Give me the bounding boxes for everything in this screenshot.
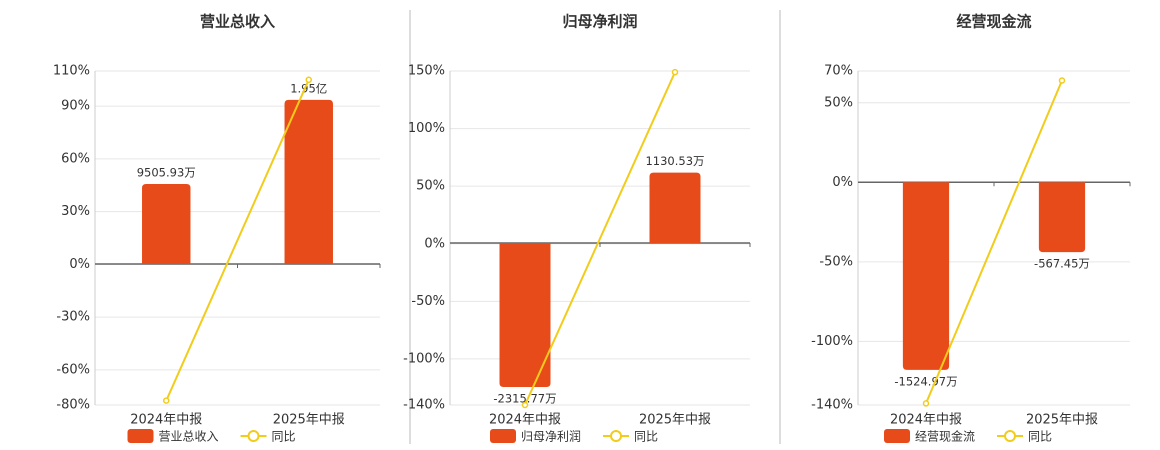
y-tick-label: 50% [416,179,445,194]
value-label: 9505.93万 [137,165,196,179]
legend-label: 营业总收入 [159,430,219,444]
line [165,79,310,402]
y-tick-label: 30% [61,204,90,219]
y-tick-label: 70% [824,64,853,79]
bar [142,183,191,265]
legend-swatch [127,429,154,443]
line-point [305,76,312,84]
y-tick-label: 100% [408,121,445,136]
value-label: -2315.77万 [493,392,556,406]
line-point [922,400,930,407]
legend-swatch [610,430,623,442]
chart-title: 营业总收入 [200,13,275,31]
y-tick-label: -80% [56,398,90,413]
legend-swatch [490,429,516,443]
x-tick-label: 2025年中报 [1026,413,1098,428]
bar [1038,182,1086,253]
x-tick-label: 2025年中报 [639,413,711,428]
bar [649,172,701,243]
legend-swatch [247,430,260,442]
bar [499,242,551,388]
value-label: 1.95亿 [290,81,327,95]
line-point [1058,77,1066,84]
y-tick-label: 0% [832,175,853,190]
y-tick-label: 60% [61,151,90,166]
y-tick-label: 50% [824,95,853,110]
y-tick-label: -50% [819,254,853,269]
line [524,71,676,406]
y-tick-label: -50% [411,294,445,309]
line-point [521,401,529,409]
x-tick-label: 2025年中报 [273,413,345,428]
x-tick-label: 2024年中报 [890,413,962,428]
line-point [163,397,170,404]
y-tick-label: -60% [56,362,90,377]
chart-title: 经营现金流 [956,13,1031,31]
value-label: -567.45万 [1034,257,1090,271]
y-tick-label: 0% [424,236,445,251]
legend-label: 经营现金流 [915,429,975,444]
bar [284,99,333,265]
legend-swatch [884,429,910,443]
line [925,80,1063,404]
y-tick-label: -100% [403,351,445,366]
y-tick-label: -140% [811,398,853,413]
y-tick-label: 0% [69,257,90,272]
value-label: 1130.53万 [645,154,704,168]
legend-label: 同比 [634,430,658,444]
legend-swatch [1004,430,1017,442]
y-tick-label: 110% [53,64,90,79]
y-tick-label: -100% [811,334,853,349]
legend-label: 同比 [1028,430,1052,444]
x-tick-label: 2024年中报 [489,413,561,428]
chart-title: 归母净利润 [562,13,637,31]
y-tick-label: 90% [61,99,90,114]
legend-label: 归母净利润 [521,430,581,444]
bar [902,182,950,370]
y-tick-label: -30% [56,310,90,325]
y-tick-label: 150% [408,64,445,79]
legend-label: 同比 [272,430,296,444]
y-tick-label: -140% [403,398,445,413]
line-point [671,68,679,76]
value-label: -1524.97万 [894,374,957,388]
x-tick-label: 2024年中报 [130,413,202,428]
